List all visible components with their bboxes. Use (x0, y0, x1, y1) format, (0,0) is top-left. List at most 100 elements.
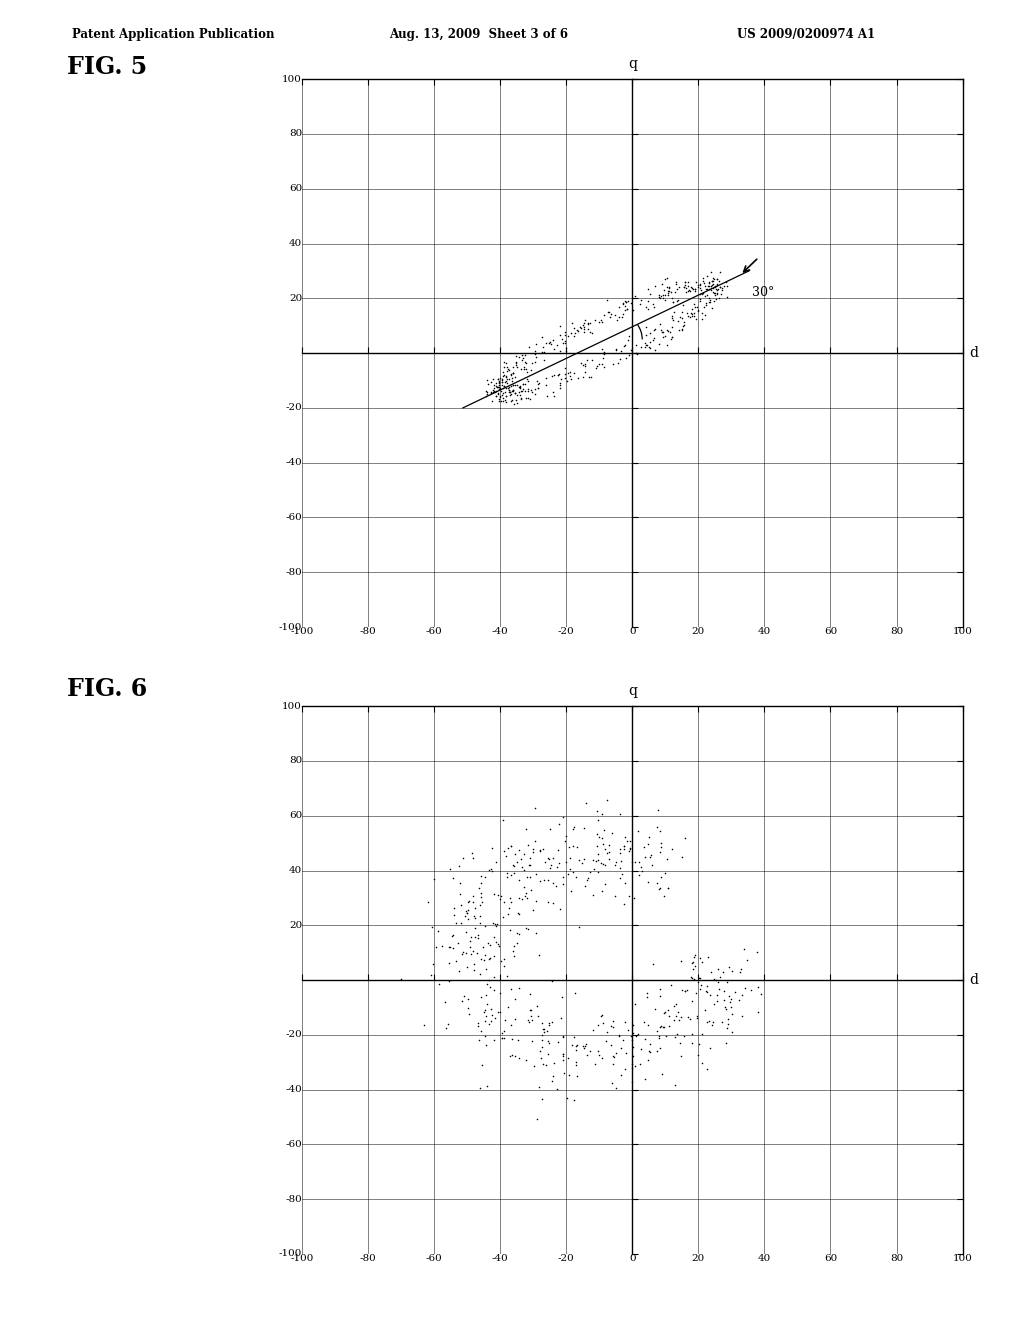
Point (719, 276, 735, 297)
Point (538, 367, 554, 388)
Point (660, 1016, 677, 1038)
Point (723, 1003, 739, 1024)
Point (509, 374, 525, 395)
Point (489, 1001, 506, 1022)
Point (591, 354, 607, 375)
Point (613, 306, 630, 327)
Point (707, 282, 723, 304)
Point (545, 381, 561, 403)
Point (532, 1041, 549, 1063)
Point (462, 936, 478, 957)
Point (687, 956, 703, 977)
Point (581, 314, 597, 335)
Point (511, 346, 527, 367)
Point (512, 384, 528, 405)
Point (549, 1078, 565, 1100)
Point (542, 333, 558, 354)
Point (526, 351, 543, 372)
Point (665, 290, 681, 312)
Point (691, 978, 708, 999)
Point (617, 347, 634, 368)
Point (598, 842, 614, 863)
Point (651, 1026, 668, 1047)
Point (676, 312, 692, 333)
Point (512, 378, 528, 399)
Point (726, 981, 742, 1002)
Point (503, 865, 519, 886)
Point (577, 875, 593, 896)
Text: 60: 60 (289, 812, 302, 820)
Point (466, 906, 482, 927)
Point (522, 388, 539, 409)
Point (621, 330, 637, 351)
Point (511, 376, 527, 397)
Point (566, 325, 583, 346)
Point (523, 1005, 540, 1026)
Point (677, 271, 693, 292)
Point (552, 341, 568, 362)
Point (650, 333, 667, 354)
Point (610, 352, 627, 374)
Point (469, 927, 485, 948)
Point (616, 836, 633, 857)
Point (692, 974, 709, 995)
Point (577, 355, 593, 376)
Text: -100: -100 (279, 623, 302, 631)
Point (708, 289, 724, 310)
Point (669, 290, 685, 312)
Point (656, 863, 673, 884)
Point (660, 281, 677, 302)
Point (490, 372, 507, 393)
Point (705, 268, 721, 289)
Point (505, 363, 521, 384)
Point (479, 932, 496, 953)
Point (450, 932, 466, 953)
Point (612, 341, 629, 362)
Point (489, 376, 506, 397)
Text: 100: 100 (952, 1254, 973, 1263)
Point (596, 854, 612, 875)
Point (671, 1002, 687, 1023)
Point (514, 857, 530, 878)
Point (544, 366, 560, 387)
Point (702, 261, 719, 282)
Point (698, 279, 715, 300)
Point (596, 342, 612, 363)
Point (526, 378, 543, 399)
Point (542, 331, 558, 352)
Point (508, 355, 524, 376)
Point (645, 293, 662, 314)
Point (570, 850, 587, 871)
Point (677, 826, 693, 847)
Point (731, 990, 748, 1011)
Point (486, 945, 503, 966)
Point (700, 292, 717, 313)
Text: 20: 20 (289, 921, 302, 929)
Point (669, 273, 685, 294)
Point (674, 318, 690, 339)
Point (496, 907, 512, 928)
Point (659, 319, 676, 341)
Point (559, 371, 575, 392)
Point (454, 944, 470, 965)
Point (701, 288, 718, 309)
Point (516, 380, 532, 401)
Point (544, 1071, 560, 1092)
Point (522, 866, 539, 887)
Point (703, 277, 720, 298)
Point (518, 882, 535, 903)
Point (506, 855, 522, 876)
Point (659, 276, 676, 297)
Point (684, 304, 700, 325)
Point (595, 853, 611, 874)
Point (668, 1006, 684, 1027)
Point (692, 280, 709, 301)
Point (581, 318, 597, 339)
Point (461, 1003, 477, 1024)
Point (465, 891, 481, 912)
Point (679, 1006, 695, 1027)
Point (507, 1008, 523, 1030)
Point (513, 389, 529, 411)
Point (498, 366, 514, 387)
Point (439, 1012, 456, 1034)
